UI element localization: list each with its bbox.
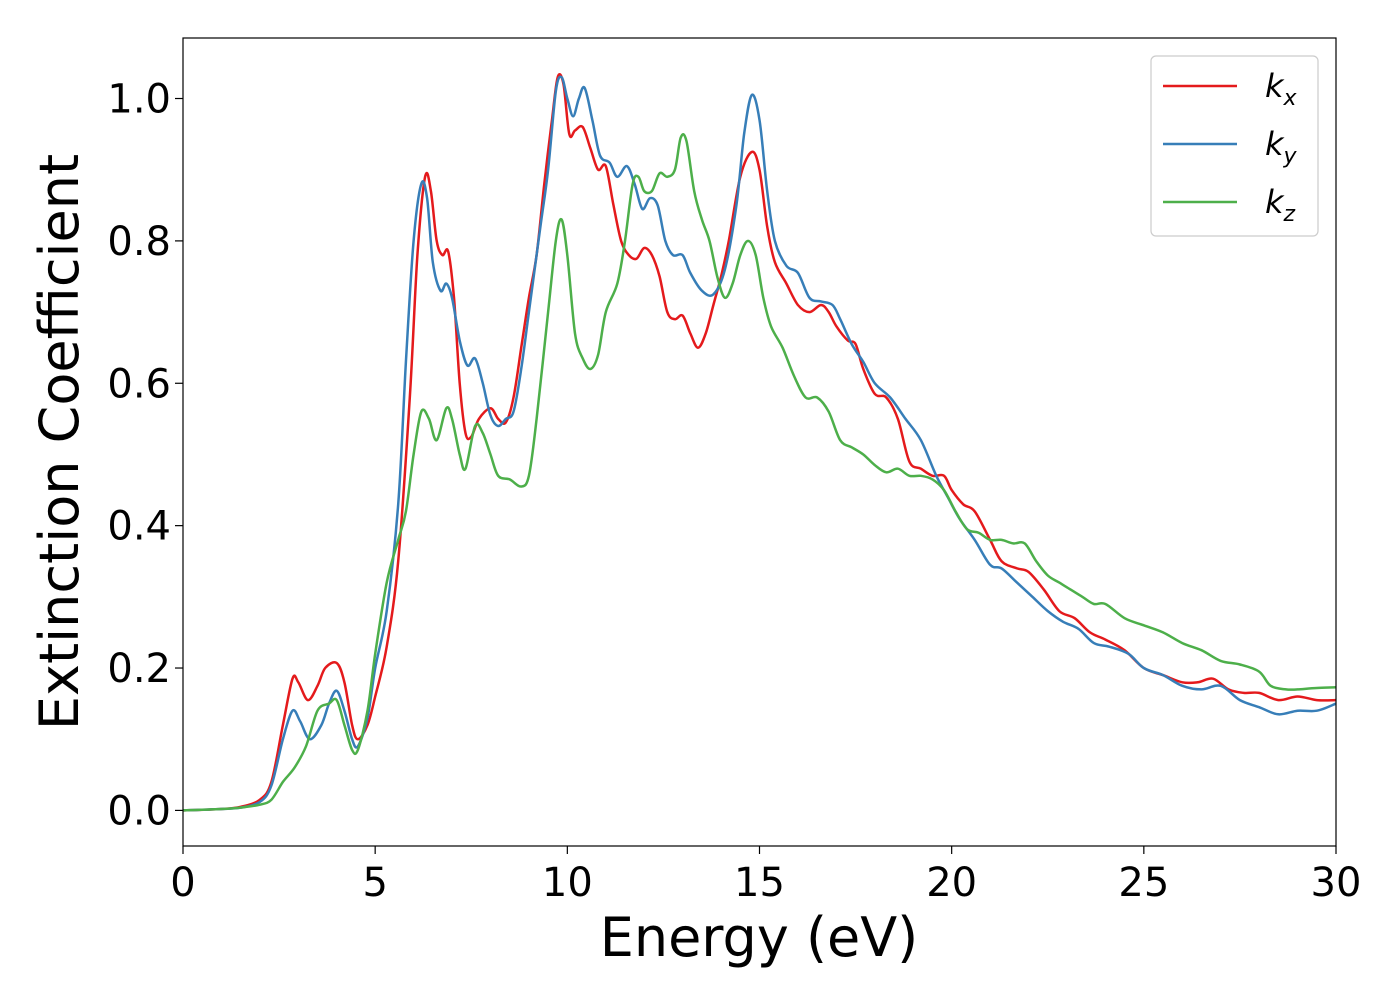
- y-axis: 0.0 0.2 0.4 0.6 0.8 1.0: [107, 77, 183, 834]
- x-tick-label: 5: [362, 860, 387, 906]
- y-tick-label: 0.2: [107, 646, 171, 692]
- x-tick-label: 25: [1118, 860, 1169, 906]
- x-tick-label: 0: [170, 860, 195, 906]
- y-tick-label: 0.8: [107, 219, 171, 265]
- x-tick-label: 20: [926, 860, 977, 906]
- series-line-z: [183, 133, 1336, 812]
- series-line-y: [183, 75, 1336, 812]
- y-tick-label: 0.4: [107, 504, 171, 550]
- legend-box: [1150, 55, 1319, 237]
- legend-label-base: k: [1265, 67, 1285, 105]
- x-tick-label: 10: [542, 860, 593, 906]
- x-tick-label: 15: [734, 860, 785, 906]
- x-axis: 0 5 10 15 20 25 30: [170, 846, 1361, 906]
- series-layer: [183, 73, 1336, 812]
- x-tick-label: 30: [1311, 860, 1362, 906]
- legend-label-z: kz: [1265, 183, 1296, 227]
- legend-label-base: k: [1265, 183, 1285, 221]
- legend-label-subscript: y: [1283, 144, 1298, 169]
- legend-label-subscript: x: [1283, 86, 1298, 111]
- x-axis-title: Energy (eV): [600, 906, 919, 969]
- y-tick-label: 1.0: [107, 77, 171, 123]
- y-axis-title: Extinction Coefficient: [28, 154, 91, 730]
- series-line-x: [183, 73, 1336, 812]
- legend-label-x: kx: [1265, 67, 1298, 111]
- y-tick-label: 0.6: [107, 361, 171, 407]
- legend-label-subscript: z: [1283, 202, 1296, 227]
- legend-label-y: ky: [1265, 125, 1298, 169]
- y-tick-label: 0.0: [107, 788, 171, 834]
- legend-label-base: k: [1265, 125, 1285, 163]
